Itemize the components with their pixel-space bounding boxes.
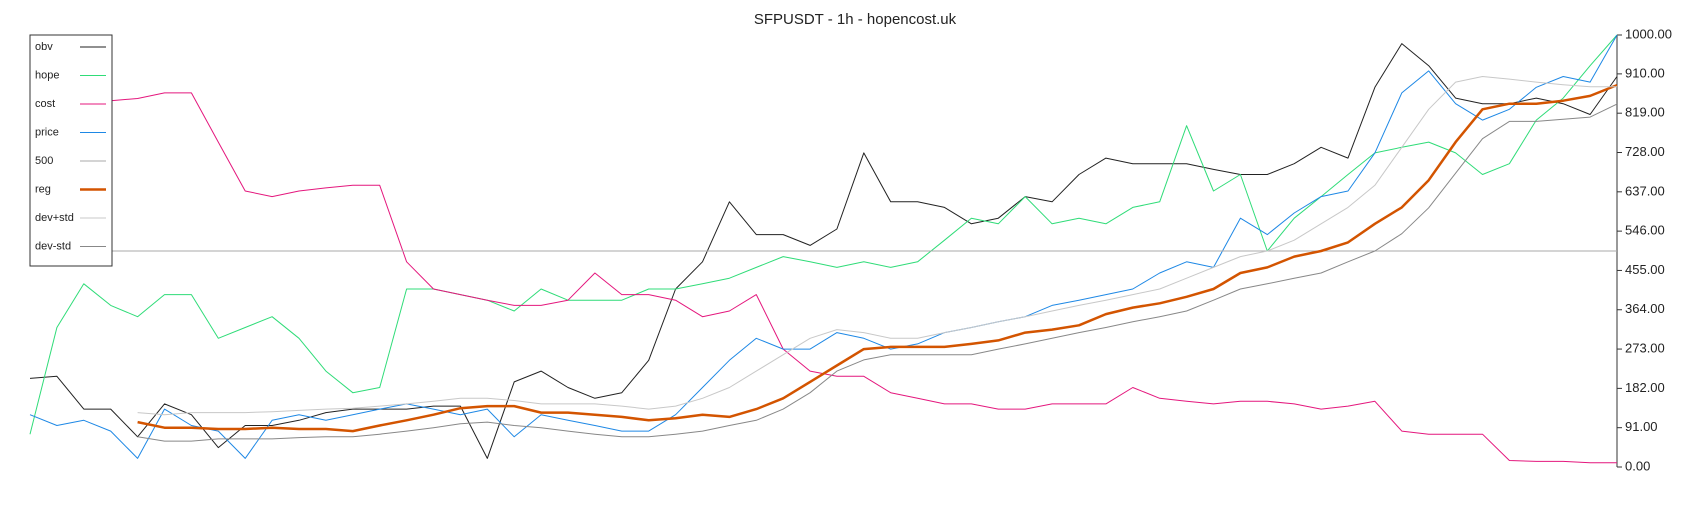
series-line <box>29 34 1618 459</box>
legend-label: obv <box>35 41 53 53</box>
y-tick-label: 637.00 <box>1625 183 1665 198</box>
y-tick-label: 728.00 <box>1625 144 1665 159</box>
y-tick-label: 91.00 <box>1625 419 1658 434</box>
y-tick-label: 910.00 <box>1625 65 1665 80</box>
legend-label: price <box>35 126 59 138</box>
legend-label: reg <box>35 183 51 195</box>
y-tick-label: 819.00 <box>1625 105 1665 120</box>
y-tick-label: 182.00 <box>1625 380 1665 395</box>
series-line <box>137 103 1618 442</box>
y-tick-label: 273.00 <box>1625 341 1665 356</box>
y-tick-label: 455.00 <box>1625 262 1665 277</box>
series-line <box>110 92 1617 464</box>
y-tick-label: 546.00 <box>1625 223 1665 238</box>
series-line <box>29 34 1618 435</box>
legend-box <box>29 34 113 267</box>
y-tick-label: 1000.00 <box>1625 26 1672 41</box>
series-line <box>137 76 1617 416</box>
legend-label: dev-std <box>35 240 71 252</box>
legend-label: cost <box>35 98 55 110</box>
series-line <box>137 83 1618 433</box>
y-tick-label: 364.00 <box>1625 301 1665 316</box>
series-line <box>29 43 1618 459</box>
chart-title: SFPUSDT - 1h - hopencost.uk <box>754 11 957 28</box>
legend-label: dev+std <box>35 212 74 224</box>
legend-label: 500 <box>35 155 53 167</box>
y-tick-label: 0.00 <box>1625 458 1650 473</box>
legend-label: hope <box>35 69 59 81</box>
